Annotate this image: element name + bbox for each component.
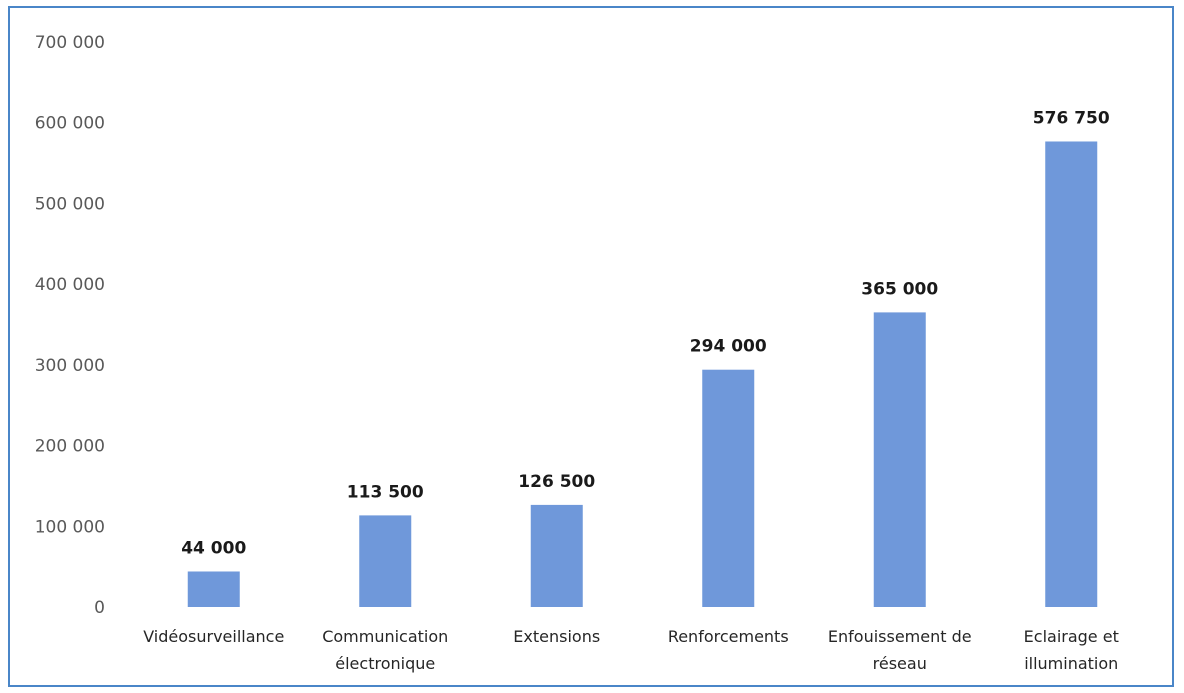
x-category-label-line: électronique xyxy=(335,654,435,673)
x-category-label-line: Communication xyxy=(322,627,448,646)
x-category-label-line: illumination xyxy=(1024,654,1118,673)
x-axis-categories: Vidéosurveillance Communication électroniq… xyxy=(143,627,1119,673)
x-category-label: Extensions xyxy=(513,627,600,646)
data-label: 365 000 xyxy=(861,279,938,299)
x-category-label-line: réseau xyxy=(873,654,927,673)
x-category-label-line: Renforcements xyxy=(668,627,789,646)
x-category-label: Renforcements xyxy=(668,627,789,646)
x-category-label-line: Vidéosurveillance xyxy=(143,627,284,646)
y-tick-label: 0 xyxy=(94,598,105,618)
bar xyxy=(1045,141,1098,608)
data-label: 113 500 xyxy=(347,482,424,502)
x-category-label-line: Eclairage et xyxy=(1024,627,1119,646)
bar xyxy=(187,571,240,607)
x-category-label: Communication électronique xyxy=(322,627,448,673)
bar xyxy=(702,369,755,607)
x-category-label: Eclairage et illumination xyxy=(1024,627,1119,673)
data-label: 44 000 xyxy=(181,538,246,558)
y-tick-label: 200 000 xyxy=(35,437,105,457)
y-tick-label: 600 000 xyxy=(35,114,105,134)
x-category-label-line: Enfouissement de xyxy=(828,627,972,646)
bar xyxy=(359,515,412,607)
y-tick-label: 400 000 xyxy=(35,275,105,295)
y-axis-ticks: 0 100 000 200 000 300 000 400 000 500 000 600 … xyxy=(35,33,105,618)
y-tick-label: 500 000 xyxy=(35,194,105,214)
data-labels: 44 000 113 500 126 500 294 000 365 000 576 75… xyxy=(181,108,1110,558)
bar xyxy=(530,504,583,607)
bars xyxy=(187,141,1098,608)
y-tick-label: 100 000 xyxy=(35,517,105,537)
data-label: 126 500 xyxy=(518,472,595,492)
bar xyxy=(873,312,926,607)
x-category-label: Vidéosurveillance xyxy=(143,627,284,646)
y-tick-label: 300 000 xyxy=(35,356,105,376)
y-tick-label: 700 000 xyxy=(35,33,105,53)
data-label: 576 750 xyxy=(1033,108,1110,128)
data-label: 294 000 xyxy=(690,337,767,357)
x-category-label-line: Extensions xyxy=(513,627,600,646)
x-category-label: Enfouissement de réseau xyxy=(828,627,972,673)
